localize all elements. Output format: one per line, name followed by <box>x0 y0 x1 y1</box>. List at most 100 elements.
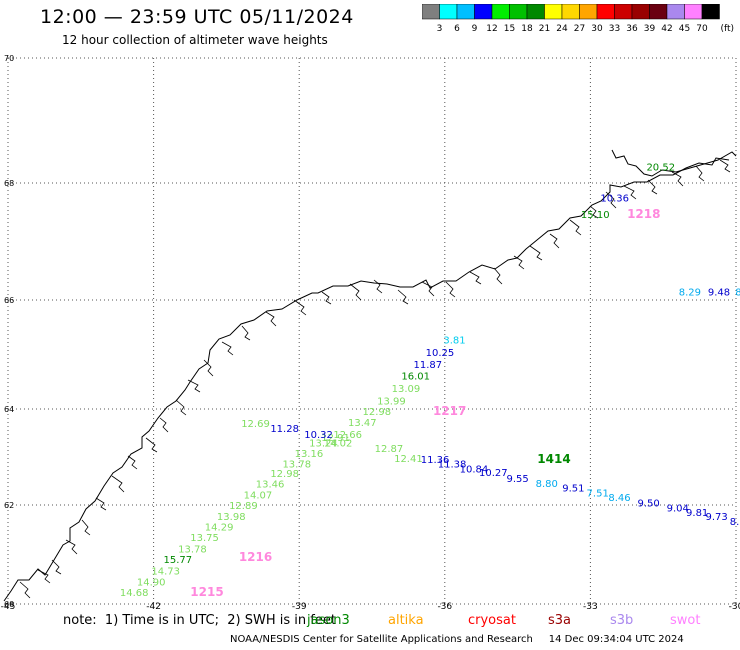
coastline-fjord <box>513 255 525 270</box>
wave-height-label: 12.91 <box>321 433 350 444</box>
coastline-fjord <box>529 245 543 261</box>
x-tick-label: -36 <box>437 602 452 612</box>
wave-height-label: 11.28 <box>270 424 299 435</box>
wave-height-label: 14.29 <box>205 523 234 534</box>
colorbar-label: 18 <box>521 24 533 34</box>
wave-height-label: 10.36 <box>600 194 629 205</box>
colorbar-label: 42 <box>661 24 672 34</box>
coastline-fjord <box>349 283 362 301</box>
x-tick-label: -45 <box>1 602 16 612</box>
wave-height-label: 8 <box>735 287 740 298</box>
coastline-fjord <box>175 399 187 416</box>
coastline-fjord <box>605 191 617 209</box>
track-time-label: 1216 <box>239 550 272 564</box>
y-tick-label: 70 <box>4 54 14 63</box>
colorbar-label: 27 <box>574 24 585 34</box>
wave-height-label: 14.90 <box>137 578 166 589</box>
colorbar-label: 33 <box>609 24 620 34</box>
wave-height-label: 10.32 <box>304 430 333 441</box>
colorbar-label: 6 <box>454 24 460 34</box>
colorbar-label: 12 <box>486 24 497 34</box>
map-subtitle: 12 hour collection of altimeter wave hei… <box>62 33 328 47</box>
y-tick-label: 60 <box>4 600 14 609</box>
coastline-fjord <box>37 569 51 584</box>
coastline-fjord <box>397 289 409 305</box>
track-time-label: 1218 <box>627 207 660 221</box>
track-time-label: 1215 <box>190 585 223 599</box>
wave-height-label: 10.25 <box>426 348 455 359</box>
wave-height-label: 13.98 <box>217 512 246 523</box>
coastline-fjord <box>719 159 731 173</box>
colorbar-label: 30 <box>591 24 603 34</box>
wave-height-colorbar: 3 6 9 12 15 18 21 24 27 30 33 36 39 42 45 70 (ft) <box>422 4 735 34</box>
coastline-fjord <box>187 379 201 393</box>
colorbar-label: 70 <box>696 24 708 34</box>
coastline-fjord <box>373 279 383 294</box>
x-tick-label: -42 <box>146 602 161 612</box>
track-time-labels: 1215 1216 1217 1414 1218 <box>190 207 660 599</box>
wave-height-label: 13.24 <box>309 438 338 449</box>
colorbar-label: 15 <box>504 24 515 34</box>
coastline-fjord <box>159 417 169 433</box>
wave-height-label: 15.77 <box>164 555 193 566</box>
wave-height-label: 7.51 <box>587 488 609 499</box>
wave-height-label: 14.68 <box>120 588 149 599</box>
satellite-legend-altika: altika <box>388 613 424 628</box>
wave-height-label: 13.78 <box>178 545 207 556</box>
coastline-fjord <box>549 233 560 249</box>
coastline-fjord <box>127 455 138 470</box>
x-tick-label: -39 <box>292 602 307 612</box>
satellite-legend-jason3: jason3 <box>307 613 350 628</box>
wave-height-label: 12.89 <box>229 501 258 512</box>
y-tick-label: 64 <box>4 405 14 414</box>
wave-height-label: 13.47 <box>348 418 377 429</box>
wave-height-label: 8.29 <box>679 287 701 298</box>
coastline-path <box>611 149 737 177</box>
coastline-fjord <box>241 325 251 341</box>
wave-height-label: 9.04 <box>667 503 689 514</box>
wave-height-label: 13.09 <box>392 384 421 395</box>
credit-line: NOAA/NESDIS Center for Satellite Applica… <box>230 634 684 645</box>
wave-height-label: 10.27 <box>479 468 508 479</box>
y-tick-label: 66 <box>4 296 14 305</box>
coastline-fjord <box>421 281 435 297</box>
satellite-legend-swot: swot <box>670 613 701 628</box>
wave-height-label: 3.81 <box>443 336 465 347</box>
wave-height-label: 11.87 <box>413 360 442 371</box>
colorbar-swatch <box>701 4 720 20</box>
coastline-fjord <box>81 519 91 536</box>
coastline-fjord <box>647 179 658 195</box>
coastline-fjord <box>95 497 107 511</box>
wave-height-label: 12.69 <box>241 419 270 430</box>
wave-height-label: 9.55 <box>506 474 528 485</box>
wave-height-label: 12.98 <box>270 469 299 480</box>
wave-height-label: 10.84 <box>460 464 489 475</box>
wave-height-label: 9.73 <box>705 512 727 523</box>
wave-height-label: 14.02 <box>324 438 353 449</box>
wave-height-label: 15.10 <box>581 210 610 221</box>
wave-height-label: 8.75 <box>730 517 740 528</box>
coastline-fjord <box>293 299 307 316</box>
x-tick-label: -33 <box>583 602 598 612</box>
grid-lines <box>7 57 737 605</box>
coastline-fjord <box>445 281 456 298</box>
colorbar-unit: (ft) <box>721 24 735 34</box>
coastline-fjord <box>203 359 214 377</box>
coastline-fjord <box>469 271 482 285</box>
colorbar-label: 9 <box>472 24 478 34</box>
wave-height-label: 9.48 <box>708 287 730 298</box>
wave-height-label: 16.01 <box>401 372 430 383</box>
wave-height-label: 9.51 <box>562 484 584 495</box>
altimeter-map: -45 -42 -39 -36 -33 -30 60 62 64 66 68 70 14.6814.90… <box>1 54 740 612</box>
coastline-fjord <box>671 171 684 187</box>
footer-note: note: 1) Time is in UTC; 2) SWH is in fe… <box>63 613 336 628</box>
wave-height-label: 8.46 <box>608 493 630 504</box>
wave-height-label: 12.41 <box>394 454 423 465</box>
satellite-legend: jason3 altika cryosat s3a s3b swot <box>0 611 740 629</box>
coastline-fjord <box>695 165 705 182</box>
coastline-fjord <box>589 205 599 219</box>
wave-height-label: 13.16 <box>295 449 324 460</box>
coastline-fjord <box>321 291 332 305</box>
colorbar-label: 45 <box>679 24 690 34</box>
wave-height-label: 9.81 <box>686 508 708 519</box>
